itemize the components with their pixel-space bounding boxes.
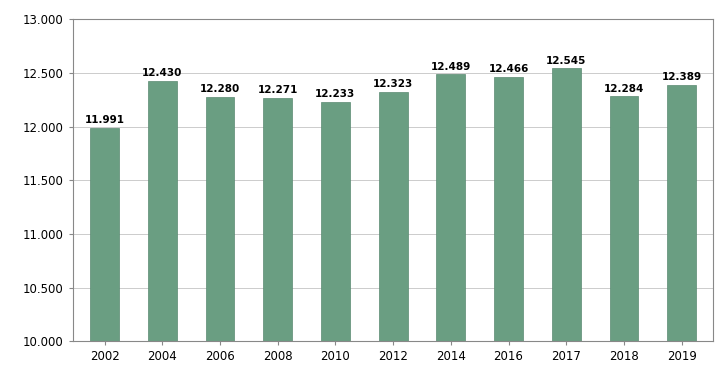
Bar [379, 92, 408, 388]
Text: 12.489: 12.489 [431, 62, 471, 71]
Text: 12.389: 12.389 [662, 72, 702, 82]
Bar [494, 77, 523, 388]
Bar [205, 97, 234, 388]
Text: 11.991: 11.991 [84, 115, 124, 125]
Bar [609, 96, 638, 388]
Text: 12.233: 12.233 [315, 89, 355, 99]
Text: 12.430: 12.430 [142, 68, 183, 78]
Bar [321, 102, 350, 388]
Text: 12.271: 12.271 [258, 85, 298, 95]
Bar [668, 85, 696, 388]
Bar [436, 74, 465, 388]
Bar [90, 128, 119, 388]
Bar [264, 98, 292, 388]
Text: 12.280: 12.280 [200, 84, 240, 94]
Text: 12.545: 12.545 [546, 55, 587, 66]
Text: 12.466: 12.466 [488, 64, 529, 74]
Bar [148, 81, 177, 388]
Bar [552, 68, 581, 388]
Text: 12.323: 12.323 [373, 80, 414, 89]
Text: 12.284: 12.284 [604, 83, 644, 94]
